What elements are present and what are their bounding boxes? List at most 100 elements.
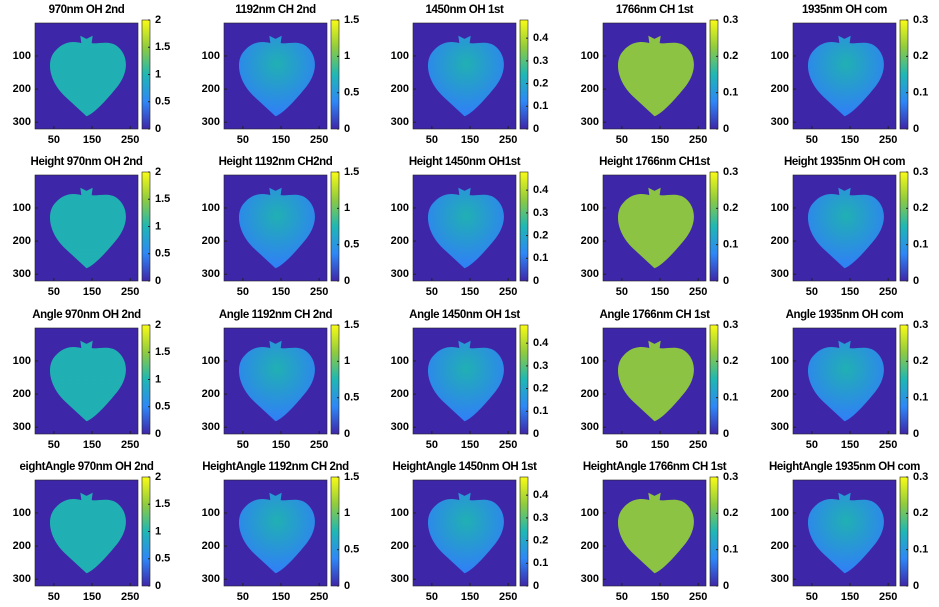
x-tick-label: 250 — [499, 439, 517, 451]
x-tick-label: 250 — [121, 591, 139, 603]
x-tick-label: 250 — [879, 134, 897, 146]
axes-title: Angle 1450nm OH 1st — [409, 309, 520, 321]
axes-box — [34, 327, 139, 435]
y-tick-label: 300 — [771, 421, 789, 433]
x-tick-label: 150 — [651, 134, 669, 146]
colorbar-tick-label: 0.2 — [533, 382, 548, 394]
strawberry-image — [238, 187, 315, 269]
x-tick-label: 50 — [426, 439, 438, 451]
colorbar-tick-label: 0.3 — [913, 319, 928, 331]
x-tick-label: 250 — [499, 134, 517, 146]
strawberry-image — [238, 35, 315, 117]
colorbar-tick-label: 0.1 — [533, 100, 548, 112]
colorbar-tick-label: 0.3 — [533, 512, 548, 524]
x-tick-label: 250 — [689, 439, 707, 451]
y-tick-label: 100 — [391, 50, 409, 62]
colorbar-tick-label: 1 — [344, 202, 350, 214]
y-tick-label: 300 — [391, 421, 409, 433]
colorbar-tick-label: 0.3 — [533, 207, 548, 219]
x-tick-label: 50 — [806, 439, 818, 451]
x-tick-label: 150 — [841, 591, 859, 603]
colorbar — [899, 19, 909, 130]
x-tick-label: 150 — [841, 439, 859, 451]
axes-box — [223, 327, 328, 435]
y-tick-label: 100 — [581, 50, 599, 62]
colorbar-tick-label: 0.1 — [723, 544, 738, 556]
axes-title: 1450nm OH 1st — [426, 4, 504, 16]
colorbar-tick-label: 0 — [344, 428, 350, 440]
x-tick-label: 150 — [83, 591, 101, 603]
strawberry-image — [807, 187, 884, 269]
axes-title: HeightAngle 1935nm OH com — [769, 461, 920, 473]
strawberry-image — [617, 187, 694, 269]
colorbar-tick-label: 1.5 — [344, 166, 359, 178]
y-tick-label: 100 — [391, 507, 409, 519]
strawberry-image — [617, 35, 694, 117]
colorbar-tick-label: 0.1 — [913, 239, 928, 251]
y-tick-label: 300 — [13, 421, 31, 433]
x-tick-label: 50 — [426, 286, 438, 298]
axes-title: 1192nm CH 2nd — [235, 4, 316, 16]
y-tick-label: 200 — [391, 388, 409, 400]
colorbar — [330, 171, 340, 282]
y-tick-label: 100 — [202, 507, 220, 519]
colorbar-tick-label: 0 — [913, 123, 919, 135]
colorbar-tick-label: 0.2 — [533, 229, 548, 241]
strawberry-image — [427, 492, 504, 574]
y-tick-label: 300 — [202, 421, 220, 433]
y-tick-label: 100 — [771, 202, 789, 214]
colorbar-tick-label: 0.5 — [344, 87, 359, 99]
x-tick-label: 250 — [310, 439, 328, 451]
axes-box — [602, 22, 707, 130]
x-tick-label: 50 — [616, 286, 628, 298]
y-tick-label: 100 — [771, 50, 789, 62]
colorbar-tick-label: 2 — [155, 471, 161, 483]
y-tick-label: 300 — [391, 573, 409, 585]
colorbar-tick-label: 2 — [155, 319, 161, 331]
axes-box — [34, 22, 139, 130]
y-tick-label: 200 — [391, 83, 409, 95]
x-tick-label: 50 — [237, 286, 249, 298]
colorbar-tick-label: 0.4 — [533, 32, 549, 44]
y-tick-label: 300 — [13, 268, 31, 280]
colorbar — [899, 476, 909, 587]
x-tick-label: 150 — [461, 591, 479, 603]
x-tick-label: 250 — [310, 286, 328, 298]
colorbar — [519, 476, 529, 587]
colorbar-tick-label: 0.2 — [723, 50, 738, 62]
x-tick-label: 50 — [48, 439, 60, 451]
axes-title: eightAngle 970nm OH 2nd — [20, 461, 154, 473]
colorbar-tick-label: 0 — [344, 123, 350, 135]
x-tick-label: 50 — [806, 286, 818, 298]
x-tick-label: 50 — [616, 439, 628, 451]
colorbar-tick-label: 0.5 — [155, 96, 170, 108]
colorbar-tick-label: 1 — [344, 50, 350, 62]
y-tick-label: 200 — [13, 540, 31, 552]
axes-box — [602, 479, 707, 587]
colorbar-tick-label: 0.2 — [723, 202, 738, 214]
strawberry-image — [238, 492, 315, 574]
colorbar — [519, 171, 529, 282]
y-tick-label: 200 — [13, 388, 31, 400]
colorbar — [709, 171, 719, 282]
strawberry-image — [238, 340, 315, 422]
colorbar-tick-label: 0.2 — [913, 202, 928, 214]
colorbar — [330, 476, 340, 587]
colorbar — [519, 324, 529, 435]
colorbar-tick-label: 0 — [913, 275, 919, 287]
colorbar — [330, 324, 340, 435]
colorbar-tick-label: 1.5 — [155, 498, 170, 510]
colorbar-tick-label: 1.5 — [155, 193, 170, 205]
x-tick-label: 150 — [841, 286, 859, 298]
axes-title: Height 970nm OH 2nd — [31, 156, 143, 168]
colorbar-tick-label: 0.5 — [155, 401, 170, 413]
x-tick-label: 250 — [499, 286, 517, 298]
colorbar-tick-label: 0 — [723, 123, 729, 135]
y-tick-label: 100 — [391, 202, 409, 214]
axes-box — [223, 174, 328, 282]
colorbar-tick-label: 0 — [155, 580, 161, 592]
colorbar-tick-label: 0.5 — [344, 239, 359, 251]
x-tick-label: 50 — [48, 134, 60, 146]
y-tick-label: 200 — [13, 235, 31, 247]
colorbar-tick-label: 0.2 — [913, 507, 928, 519]
